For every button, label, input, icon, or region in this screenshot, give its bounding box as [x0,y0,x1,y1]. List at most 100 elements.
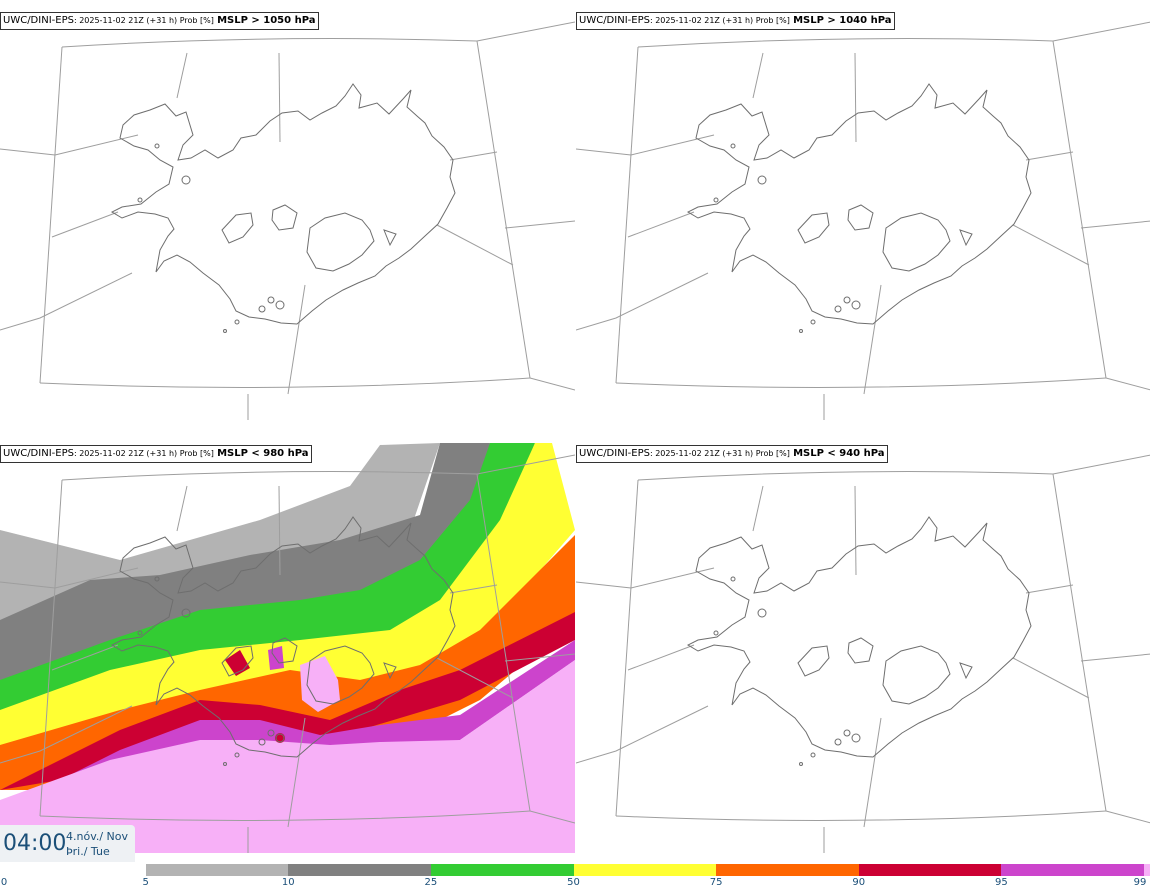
iceland-coastline [110,83,456,325]
panel-title: UWC/DINI-EPS: 2025-11-02 21Z (+31 h) Pro… [0,12,319,30]
lake-outline [306,645,375,705]
valid-time-box: 04:00 4.nóv./ Nov Þri./ Tue [0,825,135,862]
grid-line [576,705,709,764]
probability-field [0,443,575,853]
grid-line [615,479,639,817]
lake-outline [847,204,874,231]
islet-outline [223,762,227,766]
grid-line [1105,377,1150,391]
islet-outline [137,197,143,203]
colorbar-tick-label: 95 [995,877,1008,888]
grid-line [1105,810,1150,824]
map-canvas [0,21,575,420]
prob-patch-90 [275,733,285,743]
islet-outline [799,762,803,766]
islet-outline [267,296,275,304]
islet-outline [713,197,719,203]
grid-line [51,211,119,238]
lake-outline [797,212,830,244]
islet-outline [851,300,861,310]
islet-outline [181,175,191,185]
grid-line [627,644,695,671]
colorbar-tick-label: 99 [1133,877,1147,888]
colorbar-tick-label: 0 [0,877,8,888]
grid-line [39,479,63,817]
islet-outline [757,175,767,185]
colorbar-bin-25-50 [430,864,574,876]
valid-date-line1: 4.nóv./ Nov [66,830,129,843]
islet-outline [267,729,275,737]
grid-line [1080,220,1150,229]
valid-date-line2: Þri./ Tue [66,845,110,858]
islet-outline [234,752,240,758]
grid-line [637,471,1054,481]
islet-outline [713,630,719,636]
lake-outline [306,212,375,272]
grid-line [1052,40,1107,379]
grid-line [476,473,531,812]
islet-outline [223,329,227,333]
grid-line [1052,21,1150,42]
islet-outline [851,733,861,743]
colorbar-tick-label: 25 [424,877,438,888]
panel-title: UWC/DINI-EPS: 2025-11-02 21Z (+31 h) Pro… [576,12,895,30]
graticule [0,454,575,853]
valid-time: 04:00 [3,831,67,856]
iceland-coastline [110,516,456,758]
islet-outline [730,576,736,582]
grid-line [1080,653,1150,662]
panel-title: UWC/DINI-EPS: 2025-11-02 21Z (+31 h) Pro… [0,445,312,463]
grid-line [476,21,575,42]
islet-outline [730,143,736,149]
map-panel-mslp-gt-1040: UWC/DINI-EPS: 2025-11-02 21Z (+31 h) Pro… [576,0,1150,420]
islet-outline [258,305,266,313]
lake-outline [271,637,298,664]
lake-outline [383,662,397,680]
grid-line [54,134,139,156]
probability-colorbar: 0 5 10 25 50 75 90 95 99 [0,862,1150,891]
grid-line [449,584,498,594]
lake-outline [221,645,254,677]
grid-line [278,485,281,576]
grid-line [39,377,531,388]
grid-line [51,644,119,671]
grid-line [863,717,882,828]
islet-outline [234,319,240,325]
grid-line [287,717,306,828]
grid-line [61,38,478,48]
grid-line [576,148,632,156]
colorbar-bin-5-10 [145,864,289,876]
grid-line [1052,454,1150,475]
graticule [576,21,1150,420]
lake-outline [847,637,874,664]
lake-outline [882,212,951,272]
coastline [110,516,456,766]
grid-line [854,52,857,143]
grid-line [615,46,639,384]
grid-line [615,377,1107,388]
grid-line [278,52,281,143]
islet-outline [843,296,851,304]
coastline [686,83,1032,333]
colorbar-tick-label: 90 [852,877,866,888]
colorbar-tick-label: 75 [709,877,723,888]
lake-outline [221,212,254,244]
grid-line [752,485,764,532]
grid-line [436,657,514,699]
grid-line [529,377,575,391]
graticule [576,454,1150,853]
lake-outline [882,645,951,705]
map-canvas [0,443,575,853]
islet-outline [843,729,851,737]
islet-outline [810,319,816,325]
grid-line [176,485,188,532]
coastline [686,516,1032,766]
islet-outline [799,329,803,333]
map-canvas [576,454,1150,853]
colorbar-bin-75-90 [716,864,859,876]
grid-line [0,581,56,589]
lake-outline [797,645,830,677]
grid-line [287,284,306,395]
colorbar-bin-90-95 [858,864,1002,876]
grid-line [1012,657,1090,699]
